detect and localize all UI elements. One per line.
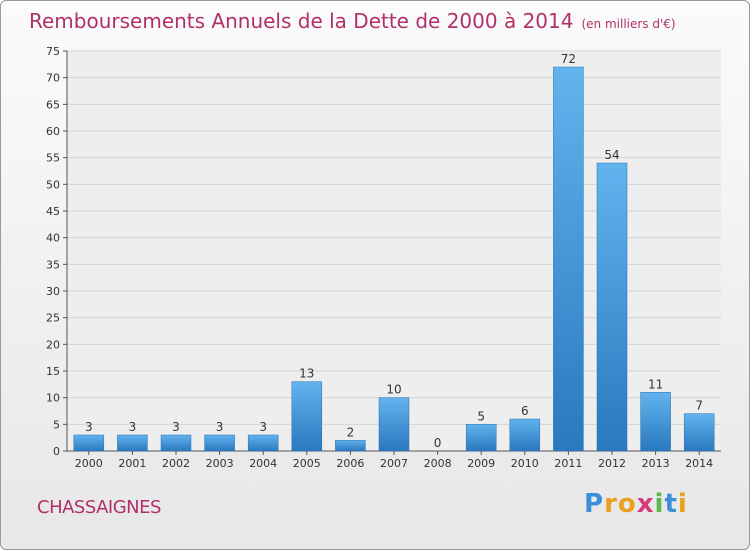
bar <box>247 434 279 452</box>
bar-value-label: 3 <box>129 420 137 434</box>
x-tick-label: 2012 <box>598 457 626 470</box>
logo-letter: t <box>664 489 678 519</box>
logo-letter: x <box>636 489 655 519</box>
logo-letter: r <box>604 489 618 519</box>
bar-value-label: 3 <box>259 420 267 434</box>
x-tick-label: 2001 <box>118 457 146 470</box>
x-tick-label: 2000 <box>75 457 103 470</box>
bar-value-label: 13 <box>299 367 314 381</box>
logo-letter: i <box>654 489 665 519</box>
bar <box>335 440 366 452</box>
y-tick-label: 70 <box>46 72 60 85</box>
y-tick-label: 5 <box>53 418 60 431</box>
x-tick-label: 2005 <box>293 457 321 470</box>
bar <box>117 434 148 452</box>
bar-value-label: 72 <box>561 52 576 66</box>
chart-unit: (en milliers d'€) <box>581 17 676 31</box>
bar <box>640 392 671 452</box>
logo-letter: P <box>584 489 605 519</box>
bar-value-label: 5 <box>477 409 485 423</box>
y-tick-label: 35 <box>46 258 60 271</box>
x-tick-label: 2007 <box>380 457 408 470</box>
bar <box>509 418 541 452</box>
y-tick-label: 60 <box>46 125 60 138</box>
y-tick-label: 10 <box>46 392 60 405</box>
bar-value-label: 0 <box>434 436 442 450</box>
bar-value-label: 3 <box>85 420 93 434</box>
y-tick-label: 65 <box>46 98 60 111</box>
bar-value-label: 10 <box>386 383 401 397</box>
x-tick-label: 2002 <box>162 457 190 470</box>
x-tick-label: 2013 <box>642 457 670 470</box>
y-tick-label: 20 <box>46 338 60 351</box>
bar-value-label: 2 <box>347 425 355 439</box>
bar <box>683 413 715 452</box>
x-tick-label: 2006 <box>336 457 364 470</box>
y-tick-label: 25 <box>46 312 60 325</box>
bar <box>378 397 410 452</box>
x-tick-label: 2010 <box>511 457 539 470</box>
y-tick-label: 30 <box>46 285 60 298</box>
y-tick-label: 40 <box>46 232 60 245</box>
y-tick-label: 0 <box>53 445 60 458</box>
chart-title-text: Remboursements Annuels de la Dette de 20… <box>29 9 574 33</box>
bar <box>553 66 584 452</box>
x-tick-label: 2014 <box>685 457 713 470</box>
y-tick-label: 55 <box>46 152 60 165</box>
bar <box>73 434 105 452</box>
commune-name: CHASSAIGNES <box>37 497 161 518</box>
x-tick-label: 2009 <box>467 457 495 470</box>
y-tick-label: 50 <box>46 178 60 191</box>
bar <box>291 381 323 452</box>
proxiti-logo: Proxiti <box>584 489 688 519</box>
x-tick-label: 2004 <box>249 457 277 470</box>
x-tick-label: 2003 <box>206 457 234 470</box>
bar-value-label: 3 <box>216 420 224 434</box>
x-tick-label: 2011 <box>554 457 582 470</box>
bar <box>204 434 235 452</box>
bar <box>596 162 628 452</box>
bar-value-label: 11 <box>648 377 663 391</box>
bar-value-label: 3 <box>172 420 180 434</box>
y-tick-label: 75 <box>46 45 60 58</box>
chart-title: Remboursements Annuels de la Dette de 20… <box>29 9 676 33</box>
logo-letter: o <box>617 489 637 519</box>
logo-letter: i <box>677 489 688 519</box>
x-tick-label: 2008 <box>424 457 452 470</box>
bar <box>465 424 497 452</box>
bar-value-label: 7 <box>695 399 703 413</box>
y-tick-label: 15 <box>46 365 60 378</box>
bar <box>160 434 192 452</box>
bar-value-label: 54 <box>604 148 619 162</box>
bar-value-label: 6 <box>521 404 529 418</box>
y-tick-label: 45 <box>46 205 60 218</box>
